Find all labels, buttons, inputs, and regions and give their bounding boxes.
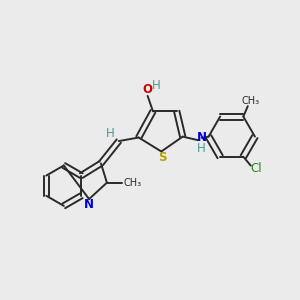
Text: CH₃: CH₃ (241, 96, 259, 106)
Text: N: N (83, 198, 94, 211)
Text: S: S (158, 151, 166, 164)
Text: O: O (142, 83, 152, 96)
Text: H: H (106, 127, 114, 140)
Text: H: H (152, 79, 160, 92)
Text: CH₃: CH₃ (124, 178, 142, 188)
Text: N: N (197, 131, 207, 144)
Text: H: H (197, 142, 206, 155)
Text: Cl: Cl (250, 162, 262, 175)
